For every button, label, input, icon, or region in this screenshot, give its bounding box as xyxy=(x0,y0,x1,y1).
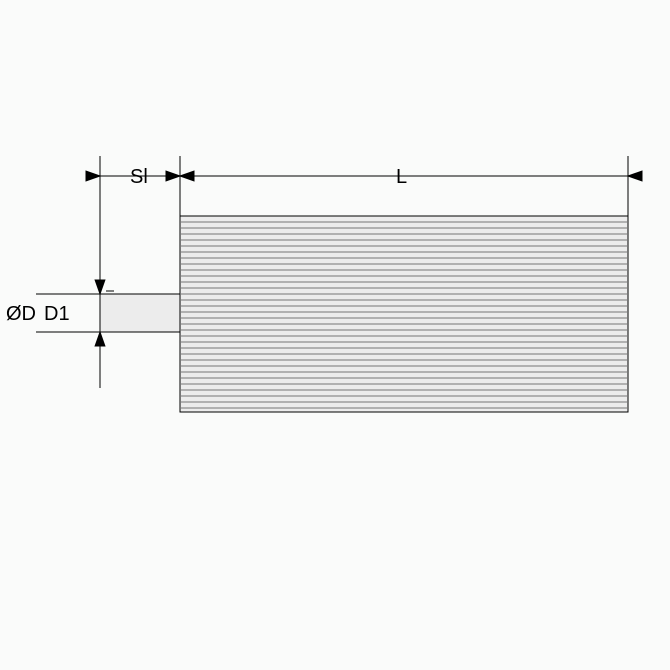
shaft-stub xyxy=(100,294,180,332)
label-diameter: ØD xyxy=(6,303,36,326)
label-length: L xyxy=(396,166,407,189)
main-body xyxy=(180,216,628,412)
drawing-svg xyxy=(0,0,670,670)
diagram-canvas: ØD D1 Sl L xyxy=(0,0,670,670)
label-d1: D1 xyxy=(44,303,70,326)
label-sl: Sl xyxy=(130,166,148,189)
